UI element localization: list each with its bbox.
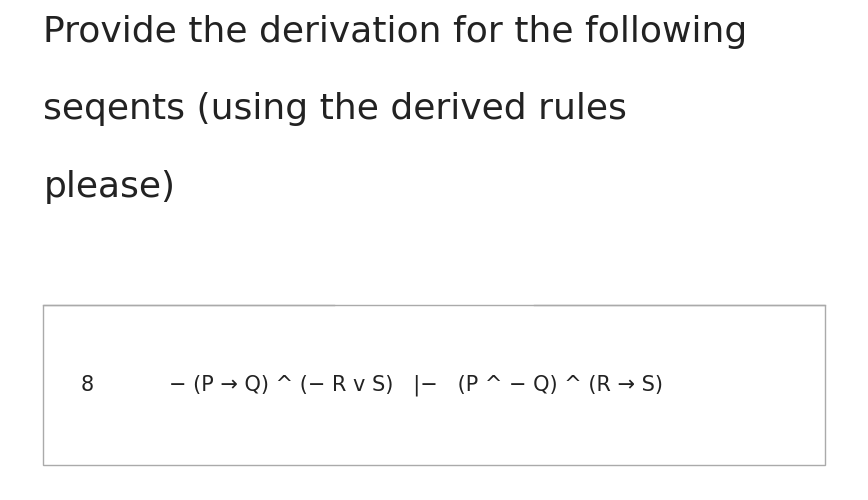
Text: 8: 8	[80, 375, 94, 395]
Text: − (P → Q) ^ (− R v S)   |−   (P ^ − Q) ^ (R → S): − (P → Q) ^ (− R v S) |− (P ^ − Q) ^ (R …	[169, 374, 663, 396]
Text: please): please)	[43, 170, 175, 204]
Text: seqents (using the derived rules: seqents (using the derived rules	[43, 92, 628, 126]
FancyBboxPatch shape	[43, 305, 825, 465]
Text: Provide the derivation for the following: Provide the derivation for the following	[43, 15, 747, 49]
